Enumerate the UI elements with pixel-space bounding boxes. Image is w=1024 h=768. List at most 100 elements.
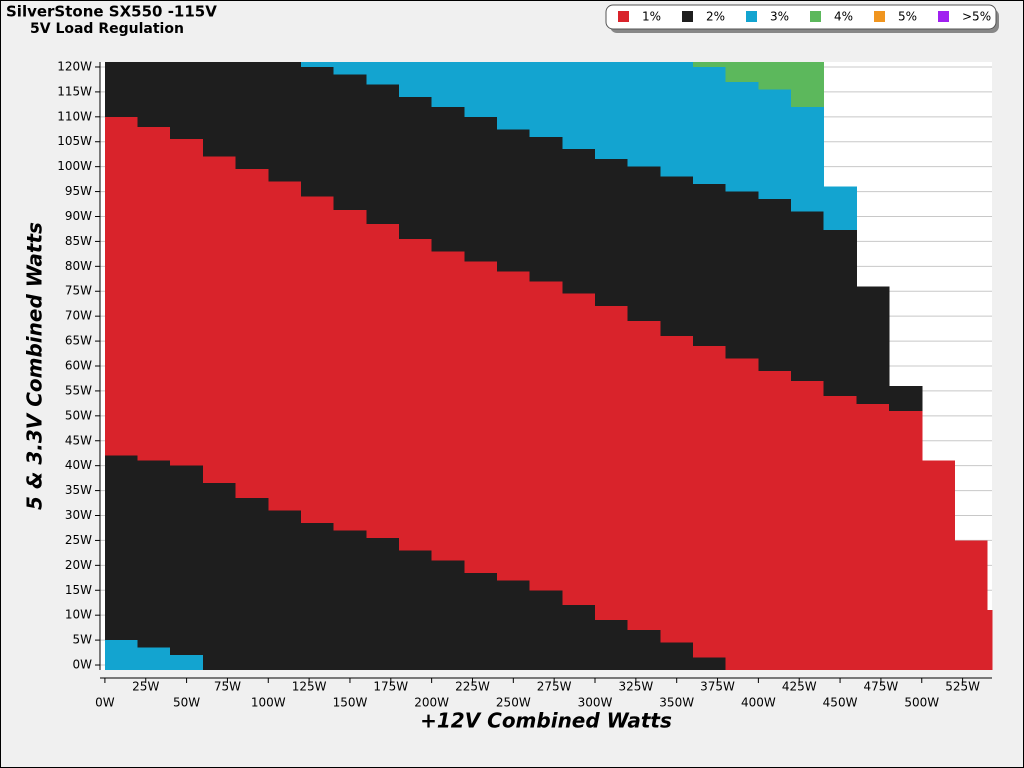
y-tick-label: 15W — [65, 583, 92, 597]
region-cell — [921, 460, 955, 670]
y-tick-label: 20W — [65, 558, 92, 572]
y-tick-label: 45W — [65, 433, 92, 447]
region-cell — [889, 385, 923, 411]
y-tick-label: 75W — [65, 284, 92, 298]
region-cell — [464, 572, 498, 670]
region-cell — [333, 74, 367, 211]
region-cell — [170, 655, 204, 670]
x-tick-label: 0W — [95, 696, 115, 710]
region-cell — [333, 530, 367, 670]
y-tick-label: 60W — [65, 359, 92, 373]
legend-swatch — [682, 11, 693, 22]
region-cell — [856, 403, 890, 670]
y-tick-label: 5W — [73, 633, 93, 647]
x-tick-label: 225W — [455, 680, 490, 694]
region-cell — [725, 62, 759, 82]
x-tick-label: 150W — [333, 696, 368, 710]
region-cell — [464, 116, 498, 262]
region-cell — [398, 238, 433, 551]
region-cell — [562, 62, 596, 150]
region-cell — [660, 62, 694, 177]
y-tick-label: 100W — [57, 159, 92, 173]
region-cell — [300, 62, 335, 67]
region-cell — [137, 62, 171, 127]
region-cell — [496, 129, 531, 272]
region-cell — [398, 96, 433, 239]
region-cell — [562, 149, 596, 294]
x-tick-label: 25W — [132, 680, 159, 694]
region-cell — [823, 186, 857, 230]
x-tick-label: 525W — [945, 680, 980, 694]
region-cell — [562, 293, 596, 606]
region-cell — [791, 62, 825, 107]
region-cell — [595, 306, 629, 621]
x-tick-label: 500W — [904, 696, 939, 710]
y-tick-label: 85W — [65, 234, 92, 248]
region-cell — [693, 657, 727, 670]
legend-label: 5% — [898, 10, 917, 24]
y-tick-label: 70W — [65, 309, 92, 323]
y-tick-label: 120W — [57, 59, 92, 73]
region-cell — [235, 62, 269, 170]
region-cell — [595, 62, 629, 160]
x-tick-label: 75W — [214, 680, 241, 694]
legend-label: 3% — [770, 10, 789, 24]
region-cell — [627, 321, 661, 631]
region-cell — [137, 647, 171, 670]
region-cell — [660, 336, 694, 643]
region-cell — [464, 261, 498, 573]
y-tick-label: 65W — [65, 334, 92, 348]
region-cell — [431, 106, 465, 252]
region-cell — [823, 229, 857, 396]
region-cell — [170, 139, 204, 466]
region-cell — [104, 62, 139, 117]
region-cell — [791, 211, 825, 381]
region-cell — [300, 522, 335, 670]
region-cell — [300, 196, 335, 523]
region-cell — [333, 62, 367, 75]
region-cell — [431, 560, 465, 670]
x-tick-label: 250W — [496, 696, 531, 710]
region-cell — [660, 176, 694, 337]
legend-swatch — [810, 11, 821, 22]
region-cell — [366, 84, 400, 224]
x-tick-label: 125W — [292, 680, 327, 694]
region-cell — [170, 62, 204, 140]
x-tick-label: 450W — [823, 696, 858, 710]
x-tick-label: 175W — [373, 680, 408, 694]
x-axis-label: +12V Combined Watts — [420, 709, 672, 733]
x-tick-label: 100W — [251, 696, 286, 710]
region-cell — [235, 169, 269, 499]
region-cell — [104, 455, 139, 641]
legend-label: >5% — [962, 10, 991, 24]
region-cell — [725, 81, 759, 192]
region-cell — [758, 89, 792, 200]
legend-swatch — [618, 11, 629, 22]
region-cell — [856, 286, 890, 404]
y-tick-label: 25W — [65, 533, 92, 547]
region-cell — [268, 62, 302, 182]
legend-swatch — [746, 11, 757, 22]
region-cell — [758, 199, 792, 371]
region-cell — [693, 62, 727, 67]
region-cell — [333, 210, 367, 531]
region-cell — [758, 370, 792, 670]
region-cell — [366, 537, 400, 670]
region-cell — [235, 498, 269, 670]
region-cell — [202, 62, 237, 157]
region-cell — [987, 610, 993, 670]
region-cell — [758, 62, 792, 90]
region-cell — [104, 116, 139, 456]
region-cell — [725, 191, 759, 359]
region-cell — [529, 590, 563, 670]
region-cell — [431, 251, 465, 561]
chart-subtitle: 5V Load Regulation — [30, 21, 184, 37]
region-cell — [137, 126, 171, 461]
x-tick-label: 375W — [700, 680, 735, 694]
region-cell — [431, 62, 465, 107]
region-cell — [693, 66, 727, 185]
region-cell — [627, 62, 661, 167]
y-tick-label: 30W — [65, 508, 92, 522]
x-tick-label: 275W — [537, 680, 572, 694]
region-cell — [366, 223, 400, 538]
